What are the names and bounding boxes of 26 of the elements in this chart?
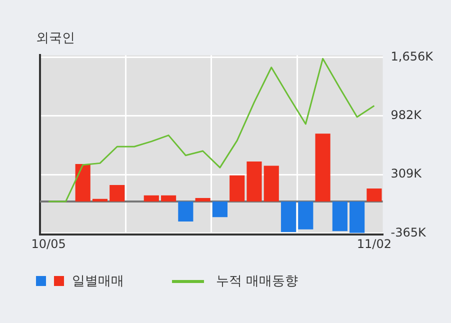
bar: [366, 188, 382, 202]
bar: [230, 175, 245, 202]
bar: [178, 202, 194, 222]
bar: [246, 161, 262, 202]
bar: [195, 198, 210, 202]
bar: [315, 134, 330, 202]
y-tick-label: 982K: [390, 108, 423, 122]
bar: [350, 202, 365, 233]
x-tick-label: 11/02: [356, 236, 392, 251]
bar: [212, 202, 228, 218]
bar: [264, 166, 279, 202]
bar: [161, 195, 176, 202]
y-tick-label: -365K: [390, 225, 428, 240]
y-tick-label: 309K: [390, 166, 423, 181]
x-tick-label: 10/05: [31, 236, 66, 251]
bar: [280, 202, 296, 232]
bar: [110, 184, 125, 202]
bar: [92, 198, 108, 202]
legend-label: 누적 매매동향: [216, 273, 298, 290]
bar: [75, 164, 90, 202]
bar: [332, 202, 348, 232]
bar: [144, 195, 159, 202]
legend-label: 일별매매: [72, 273, 124, 290]
bar: [298, 202, 314, 230]
y-tick-label: 1,656K: [390, 49, 434, 64]
chart-title: 외국인: [36, 30, 75, 47]
